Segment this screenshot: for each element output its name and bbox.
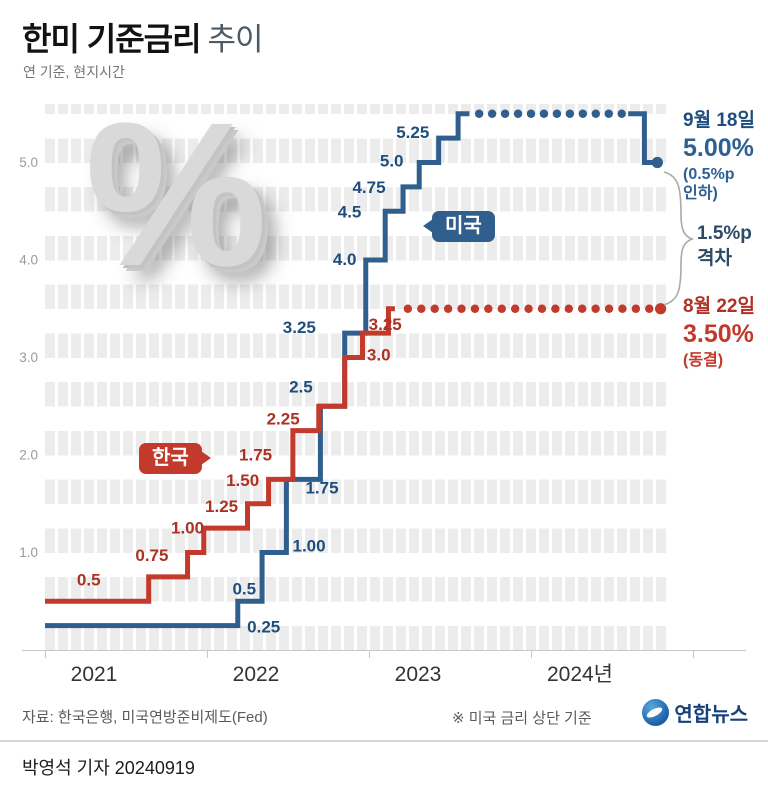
y-axis-label: 1.0 [19,545,38,560]
kr-value-label: 1.50 [226,471,259,490]
us-hold-dot [552,109,562,118]
kr-hold-dot [551,304,560,313]
kr-hold-dot [403,304,413,313]
title-strong: 한미 기준금리 [22,21,202,57]
y-axis-label: 2.0 [19,448,38,463]
us-value-label: 4.5 [338,202,362,221]
kr-value-label: 3.25 [369,315,402,334]
title-light: 추이 [207,22,264,57]
kr-hold-dot [564,304,573,313]
gap-annotation-line2: 격차 [697,247,732,269]
kr-end-marker [655,303,667,315]
kr-hold-dot [430,304,439,313]
kr-rate-line [45,306,395,604]
us-series-badge: 미국 [423,211,495,242]
y-axis-label: 5.0 [19,155,38,170]
us-annotation-note-line2: 인하) [683,184,718,202]
gap-annotation-line1: 1.5%p [697,223,752,244]
chart-subtitle: 연 기준, 현지시간 [23,64,125,80]
kr-hold-dot [631,304,641,313]
us-annotation: 9월 18일 5.00% (0.5%p 인하) [683,110,755,204]
us-hold-dot [500,109,510,118]
kr-series-badge-label: 한국 [152,447,189,469]
us-value-label: 3.25 [283,318,316,337]
kr-hold-dot [604,304,614,313]
kr-hold-dot [497,304,506,313]
kr-series-badge: 한국 [139,443,211,474]
us-annotation-rate: 5.00% [683,134,754,163]
page-title: 한미 기준금리 추이 [22,14,264,60]
us-value-label: 0.25 [247,618,280,637]
kr-hold-dot [537,304,547,313]
kr-value-label: 0.75 [135,546,168,565]
kr-value-label: 0.5 [77,570,101,589]
x-axis-label: 2023 [395,663,442,686]
us-value-label: 5.0 [380,152,404,171]
x-axis-label: 2021 [71,663,118,686]
kr-hold-dot [484,304,493,313]
kr-hold-dot [591,304,600,313]
kr-annotation-rate: 3.50% [683,320,754,349]
us-hold-dot [578,109,588,118]
us-hold-dot [591,109,600,118]
byline: 박영석 기자 20240919 [22,758,195,778]
us-hold-dot [526,109,536,118]
kr-hold-dot [524,304,533,313]
kr-hold-dot [578,304,587,313]
x-axis-label: 2024년 [547,663,613,686]
us-hold-dot [513,109,523,118]
kr-value-label: 2.25 [267,410,300,429]
kr-hold-dot [510,304,520,313]
us-hold-dot [487,109,497,118]
us-hold-dot [539,109,549,118]
y-axis-label: 4.0 [19,253,38,268]
kr-hold-dot [457,304,466,313]
percent-watermark: % [85,80,268,309]
us-annotation-note-line1: (0.5%p [683,165,735,183]
source-text: 자료: 한국은행, 미국연방준비제도(Fed) [22,709,268,726]
y-axis-label: 3.0 [19,350,38,365]
footnote-text: ※ 미국 금리 상단 기준 [452,710,592,727]
us-value-label: 2.5 [289,377,313,396]
us-value-label: 4.75 [352,178,385,197]
x-axis-label: 2022 [233,663,280,686]
kr-value-label: 1.75 [239,445,272,464]
us-hold-dot [617,109,626,118]
us-value-label: 1.00 [293,537,326,556]
us-series-badge-label: 미국 [445,215,482,237]
us-value-label: 0.5 [232,579,256,598]
kr-annotation-date: 8월 22일 [683,296,755,317]
kr-hold-dot [618,304,627,313]
kr-hold-dot [645,304,654,313]
kr-value-label: 1.25 [205,497,238,516]
yonhap-logo-icon [642,699,670,726]
kr-hold-dot [470,304,480,313]
us-end-marker [651,156,663,169]
kr-value-label: 3.0 [367,346,391,365]
us-annotation-date: 9월 18일 [683,110,755,131]
kr-value-label: 1.00 [171,519,204,538]
gap-annotation: 1.5%p 격차 [697,222,752,271]
us-hold-dot [565,109,575,118]
us-value-label: 5.25 [396,123,429,142]
kr-annotation-note: (동결) [683,351,724,369]
kr-hold-dot [417,304,426,313]
us-value-label: 4.0 [333,250,357,269]
footer-divider [0,740,768,742]
kr-annotation: 8월 22일 3.50% (동결) [683,296,755,371]
yonhap-logo: 연합뉴스 [642,698,748,727]
us-value-label: 1.75 [305,478,338,497]
us-hold-dot [604,109,613,118]
us-hold-dot [474,109,484,118]
us-rate-line-tail [628,111,658,165]
kr-hold-dot [443,304,453,313]
chart-plot-background [45,104,666,650]
yonhap-logo-text: 연합뉴스 [674,704,748,726]
us-rate-line [45,111,470,629]
gap-brace [663,171,695,306]
